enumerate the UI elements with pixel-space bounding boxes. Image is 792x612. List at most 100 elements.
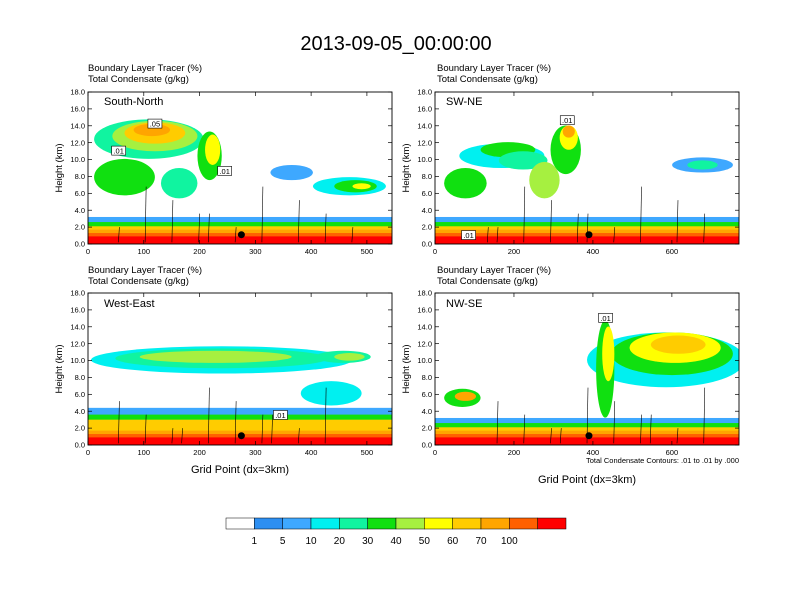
colorbar-swatch	[254, 517, 283, 530]
y-tick-label: 12.0	[70, 138, 85, 147]
condensate-contour	[144, 414, 147, 444]
condensate-contour	[523, 186, 526, 243]
y-tick-label: 14.0	[70, 121, 85, 130]
panel-west-east: Boundary Layer Tracer (%) Total Condensa…	[54, 265, 393, 476]
location-marker	[585, 231, 593, 239]
tracer-field-blob	[687, 160, 718, 170]
x-tick-label: 200	[508, 448, 521, 457]
y-tick-label: 6.0	[422, 189, 432, 198]
condensate-contour	[550, 428, 552, 444]
tracer-field-blob	[139, 350, 292, 363]
y-tick-label: 2.0	[422, 424, 432, 433]
boundary-layer-band	[88, 437, 392, 445]
x-tick-label: 500	[361, 448, 374, 457]
y-tick-label: 4.0	[422, 206, 432, 215]
contour-label: .01	[275, 411, 285, 420]
condensate-contour	[208, 387, 210, 444]
y-tick-label: 0.0	[422, 441, 432, 450]
tracer-field-blob	[334, 353, 365, 361]
y-axis-label: Height (km)	[401, 344, 412, 393]
tracer-field-blob	[498, 151, 548, 170]
y-tick-label: 4.0	[75, 206, 85, 215]
plot-frame	[87, 91, 393, 245]
condensate-contour	[550, 200, 552, 243]
colorbar-swatch	[509, 517, 538, 530]
panel-fill-title: Boundary Layer Tracer (%)	[437, 265, 551, 276]
x-tick-label: 200	[193, 448, 206, 457]
y-tick-label: 0.0	[422, 240, 432, 249]
contour-label-box	[598, 313, 613, 323]
y-tick-label: 12.0	[417, 138, 432, 147]
panel-fill-title: Boundary Layer Tracer (%)	[88, 265, 202, 276]
tracer-field-blob	[270, 164, 313, 181]
y-tick-label: 16.0	[70, 104, 85, 113]
panel-contour-title: Total Condensate (g/kg)	[437, 276, 538, 287]
condensate-contour	[676, 428, 679, 444]
condensate-contour	[261, 186, 264, 243]
contour-label: .01	[113, 147, 123, 156]
contour-label-box	[273, 410, 288, 420]
tracer-field-blob	[352, 183, 371, 190]
panel-sw-ne: Boundary Layer Tracer (%) Total Condensa…	[401, 63, 740, 256]
tracer-field-blob	[444, 168, 487, 199]
y-tick-label: 12.0	[70, 339, 85, 348]
condensate-contour	[324, 387, 327, 444]
condensate-contour	[261, 414, 264, 444]
y-tick-label: 8.0	[422, 172, 432, 181]
x-tick-label: 0	[433, 247, 437, 256]
colorbar: 1 5 10 20 30 40 50 60 70 100	[225, 517, 567, 547]
panel-label: NW-SE	[446, 298, 482, 310]
condensate-contour	[351, 227, 354, 243]
condensate-contour	[496, 227, 499, 243]
condensate-contour	[703, 387, 706, 444]
colorbar-tick-label: 30	[362, 536, 374, 547]
tracer-field-blob	[650, 335, 706, 354]
colorbar-swatch	[395, 517, 425, 530]
y-tick-label: 18.0	[70, 289, 85, 298]
x-tick-label: 0	[86, 247, 90, 256]
y-axis-label: Height (km)	[54, 143, 65, 192]
y-tick-label: 18.0	[417, 88, 432, 97]
condensate-contour	[234, 227, 237, 243]
condensate-contour	[676, 200, 679, 243]
tracer-field-blob	[529, 161, 560, 199]
condensate-contour	[181, 428, 183, 444]
condensate-contour	[298, 428, 300, 444]
colorbar-tick-label: 50	[419, 536, 431, 547]
panel-nw-se: Boundary Layer Tracer (%) Total Condensa…	[401, 265, 740, 486]
colorbar-tick-label: 10	[305, 536, 317, 547]
panel-contour-title: Total Condensate (g/kg)	[88, 276, 189, 287]
y-tick-label: 18.0	[70, 88, 85, 97]
y-tick-label: 6.0	[75, 390, 85, 399]
y-tick-label: 10.0	[70, 155, 85, 164]
colorbar-tick-label: 60	[447, 536, 459, 547]
colorbar-tick-label: 20	[334, 536, 346, 547]
panel-south-north: Boundary Layer Tracer (%) Total Condensa…	[54, 63, 393, 256]
contour-label-box	[461, 230, 476, 240]
y-tick-label: 10.0	[417, 155, 432, 164]
panel-fill-title: Boundary Layer Tracer (%)	[88, 63, 202, 74]
condensate-contour	[703, 213, 706, 243]
panel-label: West-East	[104, 298, 155, 310]
condensate-contour	[640, 186, 642, 243]
tracer-field-blob	[205, 134, 221, 165]
plot-frame	[434, 91, 740, 245]
x-tick-label: 500	[361, 247, 374, 256]
contour-label: .01	[219, 167, 229, 176]
condensate-contour	[523, 414, 526, 444]
x-axis-label: Grid Point (dx=3km)	[191, 464, 289, 476]
colorbar-swatch	[424, 517, 453, 530]
condensate-contour	[559, 428, 562, 444]
y-tick-label: 14.0	[417, 322, 432, 331]
y-tick-label: 14.0	[417, 121, 432, 130]
x-tick-label: 400	[587, 247, 600, 256]
y-tick-label: 0.0	[75, 441, 85, 450]
y-axis-label: Height (km)	[54, 344, 65, 393]
y-tick-label: 16.0	[70, 305, 85, 314]
y-tick-label: 8.0	[75, 373, 85, 382]
x-tick-label: 600	[666, 448, 679, 457]
condensate-contour	[234, 401, 237, 444]
x-tick-label: 0	[433, 448, 437, 457]
y-tick-label: 8.0	[422, 373, 432, 382]
colorbar-swatch	[537, 517, 567, 530]
